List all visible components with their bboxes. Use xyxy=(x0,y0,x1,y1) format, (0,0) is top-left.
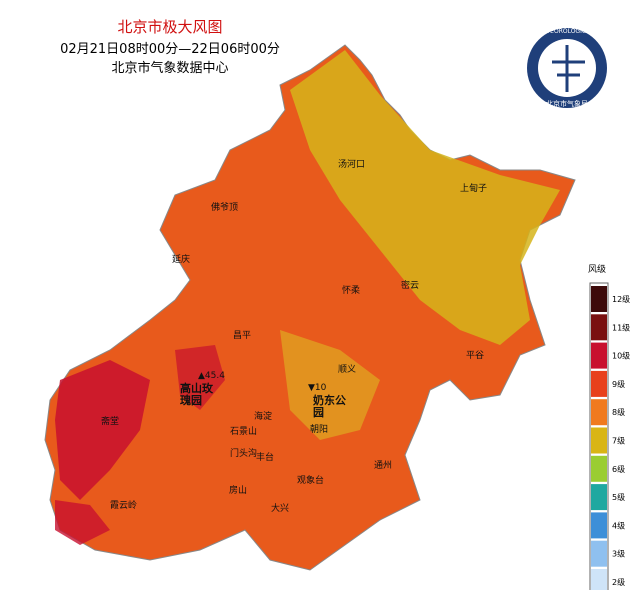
legend-label: 2级 xyxy=(612,577,625,587)
legend-swatch xyxy=(591,427,607,454)
legend-label: 3级 xyxy=(612,549,625,559)
legend-swatch xyxy=(591,569,607,590)
legend-title: 风级 xyxy=(588,263,606,275)
place-label: 观象台 xyxy=(297,476,325,486)
place-label: 通州 xyxy=(374,461,393,471)
place-label: 大兴 xyxy=(271,504,290,514)
place-label: 密云 xyxy=(401,281,420,291)
legend-label: 8级 xyxy=(612,407,625,417)
legend-frame xyxy=(589,282,609,590)
subtitle: 02月21日08时00分—22日06时00分 xyxy=(60,42,280,57)
strong-wind-zone xyxy=(55,500,110,545)
source: 北京市气象数据中心 xyxy=(111,61,229,76)
legend-label: 12级 xyxy=(612,294,630,304)
title: 北京市极大风图 xyxy=(117,18,223,36)
weak-wind-zone xyxy=(290,50,560,345)
legend-label: 10级 xyxy=(612,351,630,361)
logo-text: BEIJING METEOROLOGICAL SERVICE xyxy=(513,28,621,35)
legend-swatch xyxy=(591,512,607,539)
weak-wind-zone xyxy=(280,330,380,440)
strong-wind-zone xyxy=(175,345,225,410)
place-label: 朝阳 xyxy=(310,425,329,435)
place-label: 斋堂 xyxy=(101,417,120,427)
legend-swatch xyxy=(591,484,607,511)
place-label: 汤河口 xyxy=(338,160,366,170)
place-label: 门头沟 xyxy=(230,449,258,459)
legend-swatch xyxy=(591,455,607,482)
legend-swatch xyxy=(591,540,607,567)
legend-swatch xyxy=(591,370,607,397)
place-label: 顺义 xyxy=(338,365,357,375)
legend-swatch xyxy=(591,399,607,426)
place-label: 上甸子 xyxy=(460,184,488,194)
place-label: 怀柔 xyxy=(342,286,361,296)
place-label: 海淀 xyxy=(254,412,273,422)
place-label: 延庆 xyxy=(172,255,191,265)
station-value: ▼10 xyxy=(308,383,327,393)
logo-text: 北京市气象局 xyxy=(546,99,588,108)
place-label: 昌平 xyxy=(233,331,252,341)
station-label: 高山玫瑰园 xyxy=(180,382,213,407)
place-label: 霞云岭 xyxy=(110,501,138,511)
place-label: 丰台 xyxy=(256,453,275,463)
legend-swatch xyxy=(591,286,607,312)
legend-label: 11级 xyxy=(612,322,630,332)
legend-label: 7级 xyxy=(612,436,625,446)
place-label: 石景山 xyxy=(230,427,258,437)
strong-wind-zone xyxy=(55,360,150,500)
place-label: 平谷 xyxy=(466,351,485,361)
legend-label: 6级 xyxy=(612,464,625,474)
legend-label: 9级 xyxy=(612,379,625,389)
legend-swatch xyxy=(591,314,607,341)
station-label: 奶东公园 xyxy=(313,394,346,419)
legend-swatch xyxy=(591,342,607,369)
legend-label: 5级 xyxy=(612,492,625,502)
place-label: 佛爷顶 xyxy=(211,203,239,213)
station-value: ▲45.4 xyxy=(198,371,225,381)
legend-label: 4级 xyxy=(612,520,625,530)
legend: 风级 12级 11级 10级 9级 8级 7级 6级 5级 4级 3级 2级 xyxy=(588,263,630,590)
place-label: 房山 xyxy=(229,486,248,496)
logo-mark xyxy=(552,45,585,92)
